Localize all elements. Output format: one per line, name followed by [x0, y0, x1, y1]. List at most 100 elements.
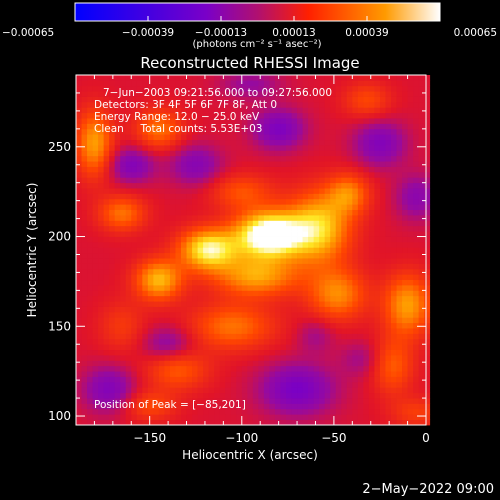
heatmap-cell — [335, 101, 342, 108]
heatmap-cell — [92, 328, 99, 334]
heatmap-cell — [136, 290, 143, 297]
heatmap-cell — [286, 107, 292, 114]
heatmap-cell — [363, 344, 370, 351]
heatmap-cell — [120, 209, 127, 216]
heatmap-cell — [164, 209, 171, 216]
heatmap-cell — [391, 75, 397, 81]
heatmap-cell — [252, 75, 259, 81]
heatmap-cell — [125, 161, 132, 167]
heatmap-cell — [76, 317, 82, 324]
heatmap-cell — [241, 166, 248, 173]
heatmap-cell — [280, 398, 287, 404]
heatmap-cell — [363, 134, 370, 141]
heatmap-cell — [269, 134, 276, 141]
heatmap-cell — [391, 128, 397, 135]
heatmap-cell — [418, 268, 425, 275]
heatmap-cell — [219, 381, 226, 388]
heatmap-cell — [368, 123, 375, 130]
heatmap-cell — [341, 258, 348, 264]
heatmap-cell — [219, 209, 226, 216]
heatmap-cell — [230, 344, 237, 351]
heatmap-cell — [297, 171, 303, 178]
heatmap-cell — [208, 274, 215, 281]
heatmap-cell — [308, 252, 315, 259]
heatmap-cell — [98, 371, 105, 377]
heatmap-cell — [418, 220, 425, 227]
heatmap-cell — [346, 182, 353, 189]
heatmap-cell — [98, 198, 105, 205]
heatmap-cell — [164, 171, 171, 178]
heatmap-cell — [186, 101, 193, 108]
heatmap-cell — [147, 355, 154, 361]
heatmap-cell — [346, 150, 353, 157]
heatmap-cell — [258, 220, 265, 227]
heatmap-cell — [175, 236, 182, 243]
heatmap-cell — [230, 387, 237, 394]
heatmap-cell — [219, 247, 226, 254]
heatmap-cell — [341, 220, 348, 227]
heatmap-cell — [302, 145, 309, 151]
heatmap-cell — [230, 263, 237, 270]
heatmap-cell — [247, 231, 254, 237]
heatmap-cell — [402, 355, 408, 361]
heatmap-cell — [181, 419, 187, 426]
heatmap-cell — [142, 317, 149, 324]
heatmap-cell — [208, 344, 215, 351]
heatmap-cell — [263, 204, 270, 211]
heatmap-cell — [109, 118, 116, 124]
heatmap-cell — [330, 381, 337, 388]
heatmap-cell — [192, 112, 198, 119]
heatmap-cell — [269, 403, 276, 410]
heatmap-cell — [330, 80, 337, 87]
heatmap-cell — [131, 263, 138, 270]
heatmap-cell — [192, 333, 198, 340]
heatmap-cell — [252, 371, 259, 377]
heatmap-cell — [120, 128, 127, 135]
heatmap-cell — [286, 349, 292, 356]
heatmap-cell — [313, 101, 320, 108]
heatmap-cell — [396, 338, 403, 345]
heatmap-cell — [313, 252, 320, 259]
heatmap-cell — [87, 344, 93, 351]
heatmap-cell — [319, 166, 326, 173]
heatmap-cell — [76, 166, 82, 173]
heatmap-cell — [291, 220, 298, 227]
heatmap-cell — [136, 112, 143, 119]
heatmap-cell — [241, 290, 248, 297]
heatmap-cell — [109, 365, 116, 372]
heatmap-cell — [236, 128, 243, 135]
heatmap-cell — [385, 96, 392, 103]
heatmap-cell — [131, 247, 138, 254]
heatmap-cell — [291, 252, 298, 259]
heatmap-cell — [153, 290, 160, 297]
heatmap-cell — [241, 198, 248, 205]
heatmap-cell — [319, 128, 326, 135]
heatmap-cell — [330, 403, 337, 410]
heatmap-cell — [313, 317, 320, 324]
heatmap-cell — [391, 101, 397, 108]
heatmap-cell — [324, 252, 331, 259]
heatmap-cell — [374, 118, 381, 124]
heatmap-cell — [263, 414, 270, 421]
heatmap-cell — [208, 134, 215, 141]
heatmap-cell — [92, 349, 99, 356]
heatmap-cell — [313, 231, 320, 237]
heatmap-cell — [368, 225, 375, 232]
heatmap-cell — [81, 344, 88, 351]
heatmap-cell — [274, 317, 281, 324]
heatmap-cell — [385, 295, 392, 302]
heatmap-cell — [186, 247, 193, 254]
heatmap-cell — [120, 107, 127, 114]
heatmap-cell — [158, 188, 165, 194]
heatmap-cell — [269, 258, 276, 264]
heatmap-cell — [76, 161, 82, 167]
heatmap-cell — [391, 268, 397, 275]
annotation-energy-range: Energy Range: 12.0 − 25.0 keV — [94, 111, 260, 123]
heatmap-cell — [114, 376, 121, 383]
heatmap-cell — [330, 161, 337, 167]
heatmap-cell — [114, 139, 121, 146]
heatmap-cell — [291, 145, 298, 151]
heatmap-cell — [236, 91, 243, 97]
heatmap-cell — [214, 355, 221, 361]
heatmap-cell — [374, 408, 381, 415]
